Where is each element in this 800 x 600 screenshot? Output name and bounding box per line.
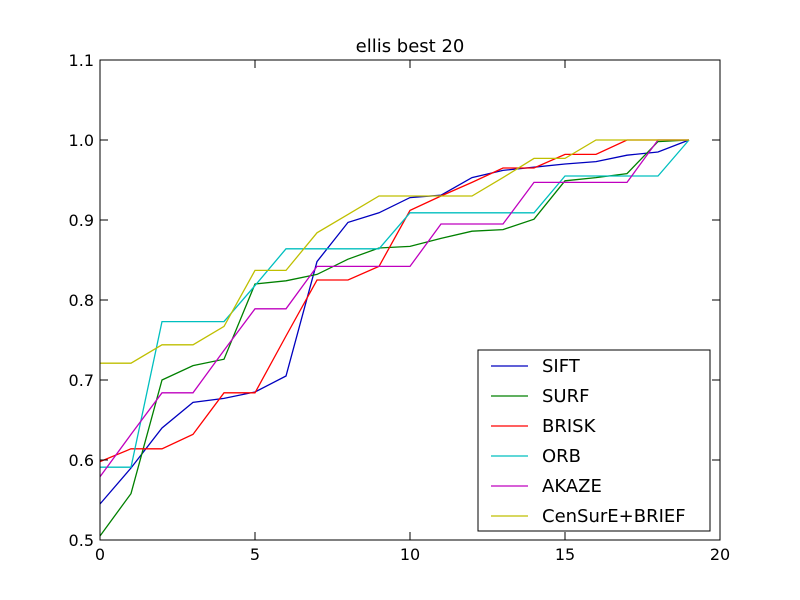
y-tick-label: 1.1 <box>69 51 94 70</box>
axes-layer: 0 5 10 15 20 0.5 0.6 0.7 0.8 0.9 1.0 1.1 <box>69 51 731 564</box>
x-tick-label: 15 <box>555 545 575 564</box>
legend-label: SIFT <box>542 356 581 377</box>
series-line-orb <box>100 139 690 468</box>
chart-title: ellis best 20 <box>356 36 465 57</box>
legend-label: AKAZE <box>542 476 602 497</box>
y-tick-label: 0.5 <box>69 531 94 550</box>
legend: SIFT SURF BRISK ORB AKAZE CenSurE+BRIEF <box>477 349 711 532</box>
legend-label: BRISK <box>542 416 597 437</box>
y-tick-label: 1.0 <box>69 131 94 150</box>
x-tick-label: 0 <box>95 545 105 564</box>
series-layer <box>99 139 690 537</box>
series-line-sift <box>99 139 690 505</box>
legend-box <box>477 349 711 532</box>
y-tick-label: 0.7 <box>69 371 94 390</box>
x-tick-label: 10 <box>400 545 420 564</box>
x-tick-label: 20 <box>710 545 730 564</box>
series-line-akaze <box>99 139 689 478</box>
series-line-surf <box>99 139 690 537</box>
series-line-censure-brief <box>100 139 689 364</box>
legend-label: SURF <box>542 386 589 407</box>
y-tick-label: 0.9 <box>69 211 94 230</box>
legend-label: ORB <box>542 446 581 467</box>
y-tick-label: 0.8 <box>69 291 94 310</box>
legend-label: CenSurE+BRIEF <box>542 506 686 527</box>
y-tick-label: 0.6 <box>69 451 94 470</box>
series-line-brisk <box>99 139 689 463</box>
x-tick-label: 5 <box>250 545 260 564</box>
